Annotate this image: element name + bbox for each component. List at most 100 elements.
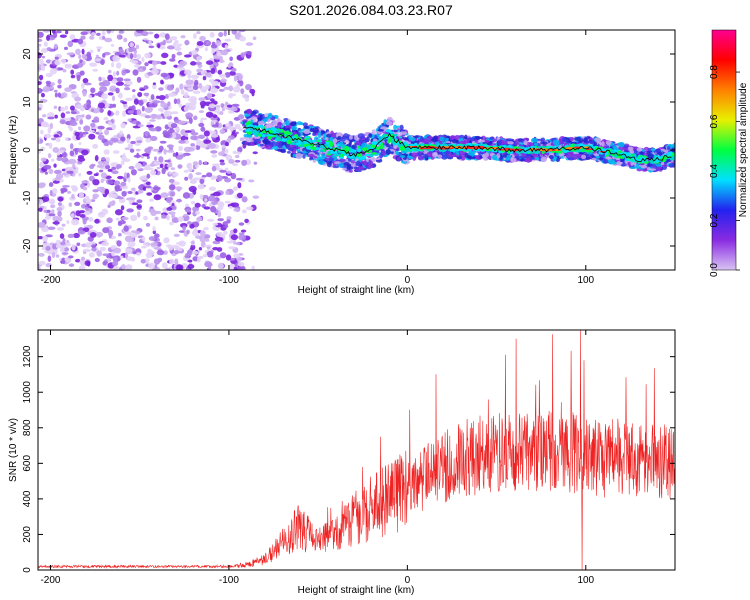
heatmap-signal-cell — [454, 135, 460, 140]
heatmap-noise-cell — [166, 144, 174, 149]
heatmap-noise-cell — [96, 164, 105, 169]
heatmap-noise-cell — [168, 178, 175, 183]
heatmap-signal-cell — [533, 142, 539, 146]
heatmap-noise-cell — [159, 32, 167, 38]
heatmap-signal-cell — [589, 137, 593, 141]
heatmap-noise-cell — [79, 59, 83, 63]
heatmap-noise-cell — [48, 168, 54, 174]
heatmap-noise-cell — [192, 90, 201, 94]
heatmap-noise-cell — [44, 215, 52, 220]
heatmap-noise-cell — [83, 210, 91, 216]
heatmap-signal-cell — [561, 138, 569, 143]
heatmap-noise-cell — [54, 114, 58, 119]
heatmap-noise-cell — [118, 30, 125, 34]
heatmap-noise-cell — [217, 210, 222, 218]
heatmap-noise-cell — [160, 100, 165, 105]
heatmap-noise-cell — [218, 32, 224, 38]
heatmap-noise-cell — [64, 87, 73, 93]
heatmap-noise-cell — [198, 159, 203, 166]
heatmap-noise-cell — [74, 118, 79, 122]
heatmap-noise-cell — [219, 252, 227, 259]
heatmap-noise-cell — [68, 263, 75, 267]
heatmap-signal-cell — [351, 144, 357, 150]
heatmap-signal-cell — [302, 122, 308, 127]
heatmap-noise-cell — [223, 230, 228, 235]
heatmap-noise-cell — [108, 69, 112, 74]
heatmap-signal-cell — [303, 125, 309, 129]
heatmap-noise-cell — [192, 100, 197, 106]
heatmap-noise-cell — [57, 202, 62, 206]
heatmap-noise-cell — [100, 59, 105, 66]
heatmap-noise-cell — [109, 85, 117, 92]
heatmap-noise-cell — [100, 172, 108, 179]
heatmap-noise-cell — [101, 156, 106, 161]
heatmap-noise-cell — [116, 70, 120, 76]
heatmap-noise-cell — [40, 157, 47, 162]
heatmap-signal-cell — [353, 166, 359, 170]
heatmap-noise-cell — [198, 235, 202, 240]
heatmap-noise-cell — [106, 257, 111, 262]
heatmap-noise-cell — [124, 235, 133, 243]
heatmap-noise-cell — [149, 135, 158, 141]
heatmap-noise-cell — [95, 231, 104, 238]
heatmap-core-cell — [250, 126, 255, 129]
heatmap-noise-cell — [63, 46, 69, 50]
heatmap-signal-cell — [629, 166, 637, 169]
heatmap-core-cell — [604, 151, 609, 156]
heatmap-noise-cell — [156, 95, 160, 99]
heatmap-core-cell — [617, 155, 623, 159]
heatmap-noise-cell — [134, 162, 143, 170]
heatmap-noise-cell — [51, 158, 55, 162]
heatmap-core-cell — [666, 151, 673, 156]
heatmap-noise-cell — [175, 87, 180, 94]
heatmap-noise-cell — [137, 124, 144, 127]
heatmap-noise-cell — [153, 246, 162, 250]
heatmap-noise-cell — [211, 154, 218, 158]
heatmap-noise-cell — [101, 30, 106, 36]
heatmap-noise-cell — [71, 243, 76, 251]
heatmap-noise-cell — [40, 129, 44, 135]
heatmap-noise-cell — [77, 62, 84, 68]
heatmap-noise-cell — [100, 77, 106, 82]
heatmap-noise-cell — [101, 208, 109, 216]
heatmap-noise-cell — [45, 245, 51, 251]
heatmap-noise-cell — [170, 122, 178, 129]
heatmap-noise-cell — [53, 89, 58, 93]
heatmap-noise-cell — [47, 255, 52, 262]
heatmap-noise-cell — [44, 171, 48, 175]
heatmap-noise-cell — [214, 236, 223, 242]
heatmap-noise-cell — [70, 69, 75, 75]
heatmap-noise-cell — [189, 223, 195, 229]
heatmap-noise-cell — [66, 117, 72, 122]
heatmap-noise-cell — [58, 106, 62, 112]
heatmap-noise-cell — [215, 40, 221, 47]
heatmap-signal-cell — [640, 164, 647, 169]
heatmap-noise-cell — [75, 258, 81, 263]
heatmap-noise-cell — [177, 164, 183, 169]
heatmap-noise-cell — [152, 226, 156, 232]
heatmap-noise-cell — [161, 262, 168, 269]
heatmap-noise-cell — [101, 241, 110, 247]
heatmap-noise-cell — [229, 70, 236, 76]
heatmap-noise-cell — [78, 265, 86, 270]
heatmap-core-cell — [497, 145, 503, 148]
heatmap-signal-cell — [296, 121, 303, 126]
heatmap-noise-cell — [92, 189, 99, 193]
heatmap-noise-cell — [125, 248, 133, 254]
heatmap-noise-cell — [199, 178, 205, 185]
heatmap-noise-cell — [55, 239, 62, 245]
heatmap-noise-cell — [74, 148, 78, 155]
heatmap-noise-cell — [149, 127, 158, 132]
heatmap-noise-cell — [240, 229, 247, 233]
heatmap-signal-cell — [302, 154, 306, 159]
heatmap-core-cell — [364, 153, 370, 156]
heatmap-noise-cell — [135, 252, 142, 256]
heatmap-noise-cell — [237, 80, 243, 84]
heatmap-signal-cell — [581, 154, 587, 160]
heatmap-noise-cell — [143, 92, 150, 97]
heatmap-noise-cell — [71, 218, 80, 226]
heatmap-signal-cell — [431, 137, 439, 143]
heatmap-noise-cell — [113, 265, 119, 270]
heatmap-signal-cell — [481, 154, 486, 158]
heatmap-noise-cell — [144, 52, 151, 59]
